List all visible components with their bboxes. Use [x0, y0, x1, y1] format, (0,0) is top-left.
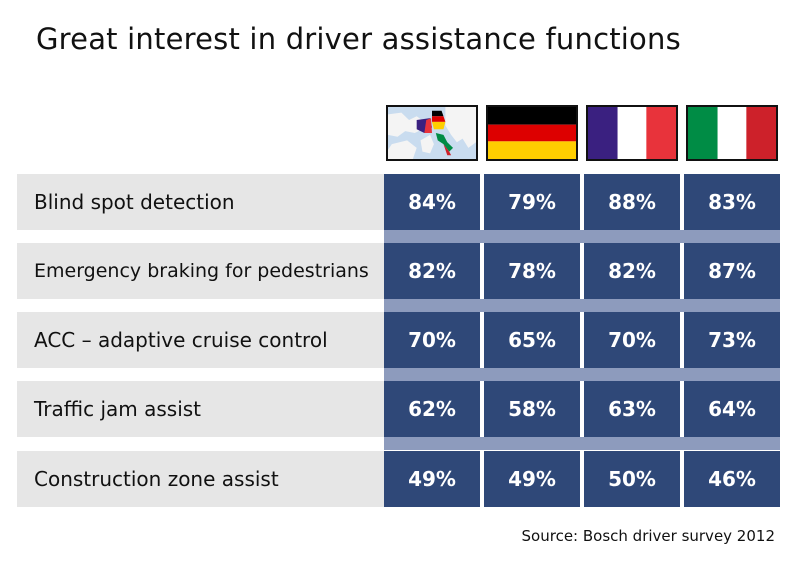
- value-cell-italy: 64%: [684, 381, 780, 437]
- row-label: Emergency braking for pedestrians: [34, 260, 369, 282]
- row-label: Traffic jam assist: [34, 397, 202, 421]
- value-cell-italy: 87%: [684, 243, 780, 299]
- value-cell-italy: 83%: [684, 174, 780, 230]
- row-label-cell: Emergency braking for pedestrians: [17, 243, 384, 299]
- value-cell-europe: 82%: [384, 243, 480, 299]
- source-note: Source: Bosch driver survey 2012: [521, 527, 775, 545]
- survey-table: Blind spot detection 84% 79% 88% 83% Eme…: [17, 174, 780, 507]
- row-label-cell: Traffic jam assist: [17, 381, 384, 437]
- table-row: ACC – adaptive cruise control 70% 65% 70…: [17, 312, 780, 368]
- value-cell-germany: 58%: [484, 381, 580, 437]
- value-cell-italy: 73%: [684, 312, 780, 368]
- chart-title: Great interest in driver assistance func…: [36, 22, 681, 56]
- row-label: Blind spot detection: [34, 190, 235, 214]
- value-cell-italy: 46%: [684, 451, 780, 507]
- table-row: Blind spot detection 84% 79% 88% 83%: [17, 174, 780, 230]
- flag-header-row: [386, 105, 780, 161]
- row-label-cell: Blind spot detection: [17, 174, 384, 230]
- value-cell-europe: 70%: [384, 312, 480, 368]
- value-cell-europe: 62%: [384, 381, 480, 437]
- row-spacer: [384, 230, 780, 243]
- row-label: ACC – adaptive cruise control: [34, 328, 328, 352]
- value-cell-germany: 78%: [484, 243, 580, 299]
- value-cell-france: 63%: [584, 381, 680, 437]
- value-cell-france: 88%: [584, 174, 680, 230]
- value-cell-france: 50%: [584, 451, 680, 507]
- row-label-cell: ACC – adaptive cruise control: [17, 312, 384, 368]
- value-cell-europe: 49%: [384, 451, 480, 507]
- europe-map-flags-icon: [386, 105, 478, 161]
- row-label: Construction zone assist: [34, 467, 279, 491]
- italy-flag-icon: [686, 105, 778, 161]
- germany-flag-icon: [486, 105, 578, 161]
- table-row: Traffic jam assist 62% 58% 63% 64%: [17, 381, 780, 437]
- value-cell-germany: 49%: [484, 451, 580, 507]
- france-flag-icon: [586, 105, 678, 161]
- row-spacer: [384, 299, 780, 312]
- value-cell-germany: 79%: [484, 174, 580, 230]
- value-cell-france: 70%: [584, 312, 680, 368]
- table-row: Emergency braking for pedestrians 82% 78…: [17, 243, 780, 299]
- value-cell-france: 82%: [584, 243, 680, 299]
- row-label-cell: Construction zone assist: [17, 451, 384, 507]
- value-cell-europe: 84%: [384, 174, 480, 230]
- value-cell-germany: 65%: [484, 312, 580, 368]
- row-spacer: [384, 437, 780, 450]
- row-spacer: [384, 368, 780, 381]
- table-row: Construction zone assist 49% 49% 50% 46%: [17, 451, 780, 507]
